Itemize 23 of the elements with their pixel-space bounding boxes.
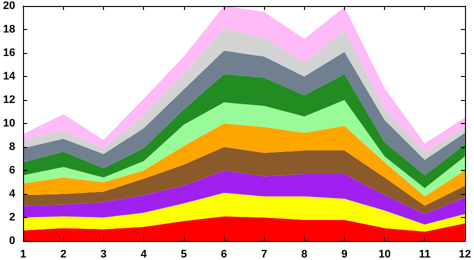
y-tick-label: 18 xyxy=(2,24,16,36)
y-tick-label: 12 xyxy=(2,94,16,106)
x-tick-label: 8 xyxy=(301,248,308,260)
x-tick-label: 12 xyxy=(458,248,472,260)
y-tick-label: 10 xyxy=(2,118,16,130)
y-tick-label: 4 xyxy=(9,188,16,200)
y-tick-label: 0 xyxy=(9,235,16,247)
x-tick-label: 3 xyxy=(100,248,107,260)
x-tick-label: 11 xyxy=(418,248,431,260)
y-tick-label: 14 xyxy=(2,70,16,82)
y-tick-label: 8 xyxy=(9,141,16,153)
x-tick-label: 1 xyxy=(20,248,26,260)
x-tick-label: 5 xyxy=(180,248,187,260)
y-tick-label: 6 xyxy=(9,164,16,176)
x-tick-label: 6 xyxy=(220,248,228,260)
y-tick-label: 16 xyxy=(2,47,16,59)
y-tick-label: 20 xyxy=(2,0,16,12)
x-tick-label: 10 xyxy=(378,248,391,260)
x-tick-label: 2 xyxy=(60,248,66,260)
x-tick-label: 9 xyxy=(341,248,348,260)
x-tick-label: 7 xyxy=(261,248,268,260)
x-tick-label: 4 xyxy=(140,248,148,260)
y-tick-label: 2 xyxy=(9,212,16,224)
